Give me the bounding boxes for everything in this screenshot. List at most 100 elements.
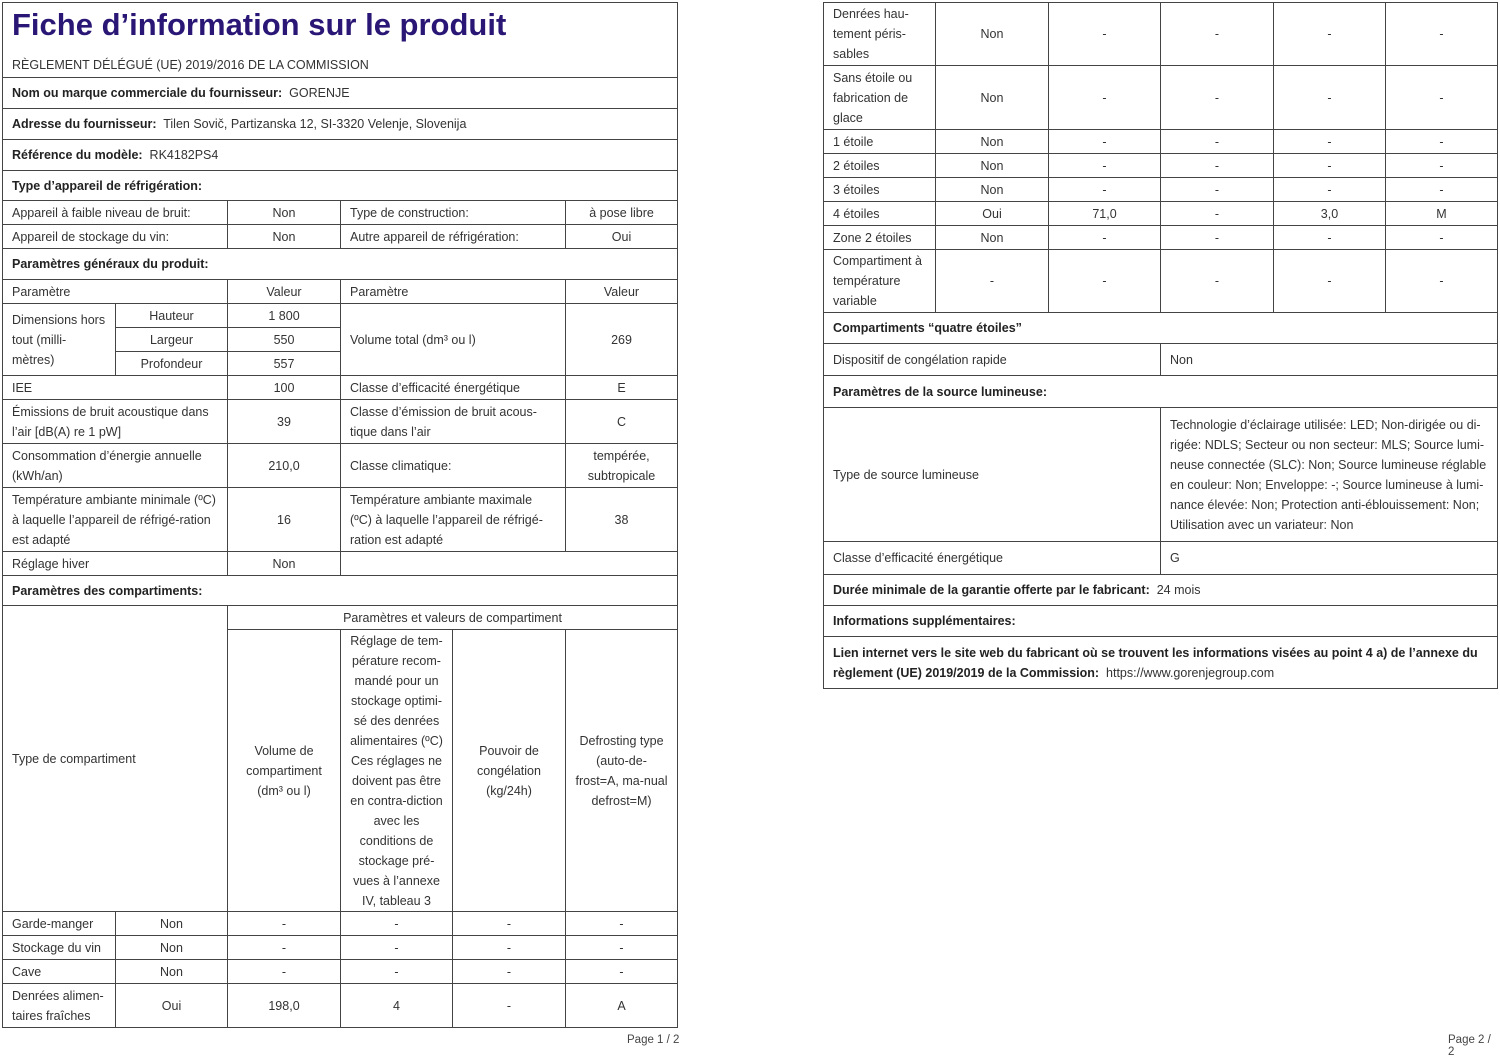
- manufacturer-link[interactable]: https://www.gorenjegroup.com: [1106, 665, 1275, 680]
- general-row: Consommation d’énergie annuelle (kWh/an)…: [2, 443, 679, 488]
- cell: Cave: [2, 959, 116, 984]
- cell: Non: [935, 177, 1049, 202]
- cell: -: [1160, 153, 1274, 178]
- model-label: Référence du modèle:: [12, 148, 143, 162]
- cell: 71,0: [1048, 201, 1161, 226]
- cell: -: [564, 959, 679, 984]
- cell: Émissions de bruit acoustique dans l’air…: [2, 399, 228, 444]
- volume-label: Volume total (dm³ ou l): [340, 303, 566, 376]
- cell: -: [1385, 129, 1498, 154]
- four-star-section: Compartiments “quatre étoiles”: [823, 312, 1498, 344]
- cell: -: [1160, 225, 1274, 250]
- cell: Autre appareil de réfrigération:: [340, 224, 566, 249]
- cell: tempérée, subtropicale: [564, 443, 679, 488]
- compartment-type-header: Type de compartiment: [2, 605, 228, 912]
- cell: Non: [935, 225, 1049, 250]
- compartment-row: Denrées alimen-taires fraîches Oui 198,0 4-…: [2, 983, 679, 1028]
- cell: Consommation d’énergie annuelle (kWh/an): [2, 443, 228, 488]
- cell: Non: [115, 959, 228, 984]
- cell: Appareil à faible niveau de bruit:: [2, 200, 228, 225]
- type-section: Type d’appareil de réfrigération:: [1, 170, 679, 201]
- cell: -: [1048, 2, 1161, 66]
- general-row: Température ambiante minimale (ºC) à laq…: [2, 487, 679, 552]
- cell: -: [1273, 2, 1386, 66]
- cell: Dispositif de congélation rapide: [823, 343, 1161, 376]
- compartment-row: Cave Non - - - -: [2, 959, 679, 984]
- page-2-table: Denrées hau-tement péris-sables Non - - - - Sa…: [823, 2, 1498, 689]
- cell: Paramètre: [340, 279, 566, 304]
- cell: 16: [227, 487, 341, 552]
- compartment-row: Compartiment à température variable - - - - -: [823, 249, 1498, 313]
- extra-section: Informations supplémentaires:: [823, 605, 1498, 637]
- cell: Valeur: [227, 279, 341, 304]
- page-title: Fiche d’information sur le produit: [12, 7, 507, 42]
- cell: Classe d’efficacité énergétique: [823, 541, 1161, 575]
- cell: Température ambiante minimale (ºC) à laq…: [2, 487, 228, 552]
- cell: Non: [1160, 343, 1498, 376]
- page-1-table: Fiche d’information sur le produit RÈGLEM…: [1, 2, 679, 1028]
- cell: 1 800: [227, 303, 341, 328]
- cell: -: [227, 935, 341, 960]
- cell: 550: [227, 327, 341, 352]
- cell: -: [1048, 249, 1161, 313]
- general-section: Paramètres généraux du produit:: [1, 248, 679, 280]
- cell: -: [1160, 201, 1274, 226]
- cell: Oui: [115, 983, 228, 1028]
- page-number-2: Page 2 / 2: [1448, 1034, 1491, 1058]
- cell: -: [452, 911, 566, 936]
- page-number-1: Page 1 / 2: [627, 1034, 680, 1046]
- cell: 4: [340, 983, 453, 1028]
- cell: 38: [564, 487, 679, 552]
- cell: -: [1385, 177, 1498, 202]
- cell: -: [340, 911, 453, 936]
- cell: -: [1048, 225, 1161, 250]
- cell: Classe d’émission de bruit acous-tique d…: [340, 399, 566, 444]
- cell: -: [1273, 153, 1386, 178]
- cell: Non: [115, 911, 228, 936]
- cell: -: [1385, 2, 1498, 66]
- cell: -: [340, 935, 453, 960]
- cell: C: [564, 399, 679, 444]
- column-header: Réglage de tem-pérature recom-mandé pour…: [340, 629, 453, 912]
- address-value: Tilen Sovič, Partizanska 12, SI-3320 Vel…: [163, 117, 467, 131]
- model-value: RK4182PS4: [149, 148, 219, 162]
- cell: -: [1385, 225, 1498, 250]
- winter-row: Réglage hiver Non: [2, 551, 679, 576]
- cell: Sans étoile ou fabrication de glace: [823, 65, 936, 130]
- compartment-row: Denrées hau-tement péris-sables Non - - - -: [823, 2, 1498, 66]
- cell: -: [1160, 177, 1274, 202]
- cell: -: [1160, 65, 1274, 130]
- cell: 39: [227, 399, 341, 444]
- cell: Garde-manger: [2, 911, 116, 936]
- cell: 557: [227, 351, 341, 376]
- cell: 100: [227, 375, 341, 400]
- cell: 3 étoiles: [823, 177, 936, 202]
- cell: E: [564, 375, 679, 400]
- cell: 1 étoile: [823, 129, 936, 154]
- cell: Classe climatique:: [340, 443, 566, 488]
- cell: Non: [227, 224, 341, 249]
- cell: Stockage du vin: [2, 935, 116, 960]
- cell: 4 étoiles: [823, 201, 936, 226]
- cell: -: [1160, 249, 1274, 313]
- light-section: Paramètres de la source lumineuse:: [823, 375, 1498, 408]
- cell: -: [452, 959, 566, 984]
- compartments-section: Paramètres des compartiments:: [1, 575, 679, 606]
- cell: Température ambiante maximale (ºC) à laq…: [340, 487, 566, 552]
- compartment-row: Stockage du vin Non - - - -: [2, 935, 679, 960]
- compartment-row: 4 étoiles Oui 71,0-3,0 M: [823, 201, 1498, 226]
- cell: -: [1273, 225, 1386, 250]
- type-row: Appareil à faible niveau de bruit: Non Typ…: [2, 200, 679, 225]
- cell: -: [1160, 2, 1274, 66]
- cell: Compartiment à température variable: [823, 249, 936, 313]
- cell: IEE: [2, 375, 228, 400]
- cell: Oui: [935, 201, 1049, 226]
- dimensions-label: Dimensions hors tout (milli-mètres): [2, 303, 116, 376]
- cell: -: [1273, 177, 1386, 202]
- compartment-row: 2 étoiles Non - - - -: [823, 153, 1498, 178]
- cell: Non: [227, 551, 341, 576]
- cell: Profondeur: [115, 351, 228, 376]
- cell: Non: [935, 2, 1049, 66]
- cell: -: [340, 959, 453, 984]
- column-header: Defrosting type (auto-de-frost=A, ma-nua…: [564, 629, 679, 912]
